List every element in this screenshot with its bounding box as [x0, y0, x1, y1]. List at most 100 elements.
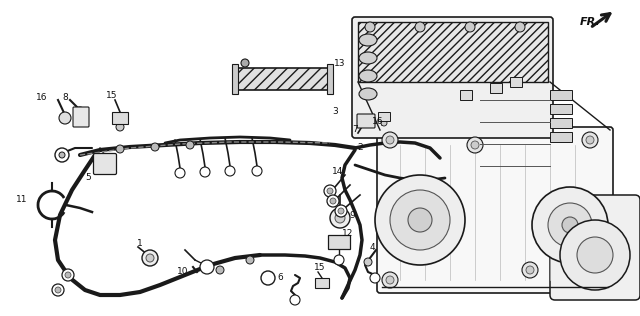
Circle shape	[335, 213, 345, 223]
Circle shape	[548, 203, 592, 247]
Circle shape	[381, 120, 387, 126]
Circle shape	[515, 22, 525, 32]
Text: 16: 16	[36, 93, 48, 101]
Text: 14: 14	[332, 167, 344, 177]
Circle shape	[386, 276, 394, 284]
Circle shape	[338, 208, 344, 214]
Circle shape	[334, 255, 344, 265]
Bar	[327, 64, 333, 94]
Bar	[358, 22, 548, 82]
Circle shape	[55, 148, 69, 162]
Circle shape	[370, 273, 380, 283]
Circle shape	[365, 22, 375, 32]
Ellipse shape	[359, 70, 377, 82]
Circle shape	[362, 117, 370, 125]
Ellipse shape	[359, 88, 377, 100]
Circle shape	[100, 159, 110, 169]
Text: 8: 8	[62, 93, 68, 101]
Text: 15: 15	[106, 90, 118, 100]
Circle shape	[116, 145, 124, 153]
Ellipse shape	[359, 52, 377, 64]
Bar	[112, 112, 128, 124]
Circle shape	[52, 284, 64, 296]
Circle shape	[390, 190, 450, 250]
Circle shape	[186, 141, 194, 149]
Text: 9: 9	[349, 210, 355, 220]
Text: FR.: FR.	[580, 17, 600, 27]
Circle shape	[532, 187, 608, 263]
Circle shape	[241, 59, 249, 67]
Text: 15: 15	[314, 264, 326, 272]
FancyBboxPatch shape	[93, 154, 116, 174]
Circle shape	[216, 266, 224, 274]
Circle shape	[335, 205, 347, 217]
FancyBboxPatch shape	[73, 107, 89, 127]
Circle shape	[327, 195, 339, 207]
Bar	[232, 64, 238, 94]
Circle shape	[465, 22, 475, 32]
FancyBboxPatch shape	[377, 127, 613, 293]
Circle shape	[582, 132, 598, 148]
Bar	[378, 112, 390, 121]
Circle shape	[375, 175, 465, 265]
Circle shape	[467, 137, 483, 153]
Circle shape	[522, 262, 538, 278]
Circle shape	[225, 166, 235, 176]
Circle shape	[324, 185, 336, 197]
Circle shape	[526, 266, 534, 274]
Text: 5: 5	[85, 173, 91, 183]
Text: 1: 1	[137, 239, 143, 247]
Bar	[328, 235, 350, 249]
Bar	[315, 278, 329, 288]
Bar	[490, 83, 502, 93]
Circle shape	[175, 168, 185, 178]
FancyBboxPatch shape	[352, 17, 553, 138]
Circle shape	[200, 260, 214, 274]
Text: 13: 13	[334, 58, 346, 68]
Circle shape	[382, 132, 398, 148]
Circle shape	[386, 136, 394, 144]
FancyBboxPatch shape	[357, 114, 375, 128]
Circle shape	[75, 107, 85, 117]
Text: 12: 12	[342, 228, 354, 238]
Bar	[510, 77, 522, 87]
Circle shape	[59, 112, 71, 124]
FancyBboxPatch shape	[550, 195, 640, 300]
Circle shape	[116, 123, 124, 131]
Circle shape	[577, 237, 613, 273]
Circle shape	[471, 141, 479, 149]
Text: 10: 10	[177, 268, 189, 276]
Circle shape	[290, 295, 300, 305]
Circle shape	[408, 208, 432, 232]
Text: 2: 2	[357, 143, 363, 153]
Text: 3: 3	[332, 107, 338, 117]
Circle shape	[62, 269, 74, 281]
Circle shape	[146, 254, 154, 262]
Circle shape	[261, 271, 275, 285]
Bar	[550, 132, 572, 142]
Circle shape	[200, 167, 210, 177]
Ellipse shape	[359, 34, 377, 46]
Circle shape	[562, 217, 578, 233]
Circle shape	[330, 208, 350, 228]
Circle shape	[142, 250, 158, 266]
Circle shape	[252, 166, 262, 176]
Circle shape	[364, 258, 372, 266]
Bar	[235, 68, 330, 90]
Circle shape	[330, 198, 336, 204]
Bar	[550, 90, 572, 100]
Circle shape	[151, 143, 159, 151]
Bar	[460, 90, 472, 100]
Circle shape	[59, 152, 65, 158]
Circle shape	[327, 188, 333, 194]
Bar	[550, 104, 572, 114]
Circle shape	[586, 136, 594, 144]
Text: 7: 7	[352, 125, 358, 135]
Text: 16: 16	[372, 118, 384, 126]
Circle shape	[65, 272, 71, 278]
Circle shape	[382, 272, 398, 288]
Text: 6: 6	[277, 274, 283, 283]
Circle shape	[560, 220, 630, 290]
Circle shape	[55, 287, 61, 293]
Text: 11: 11	[16, 196, 28, 204]
